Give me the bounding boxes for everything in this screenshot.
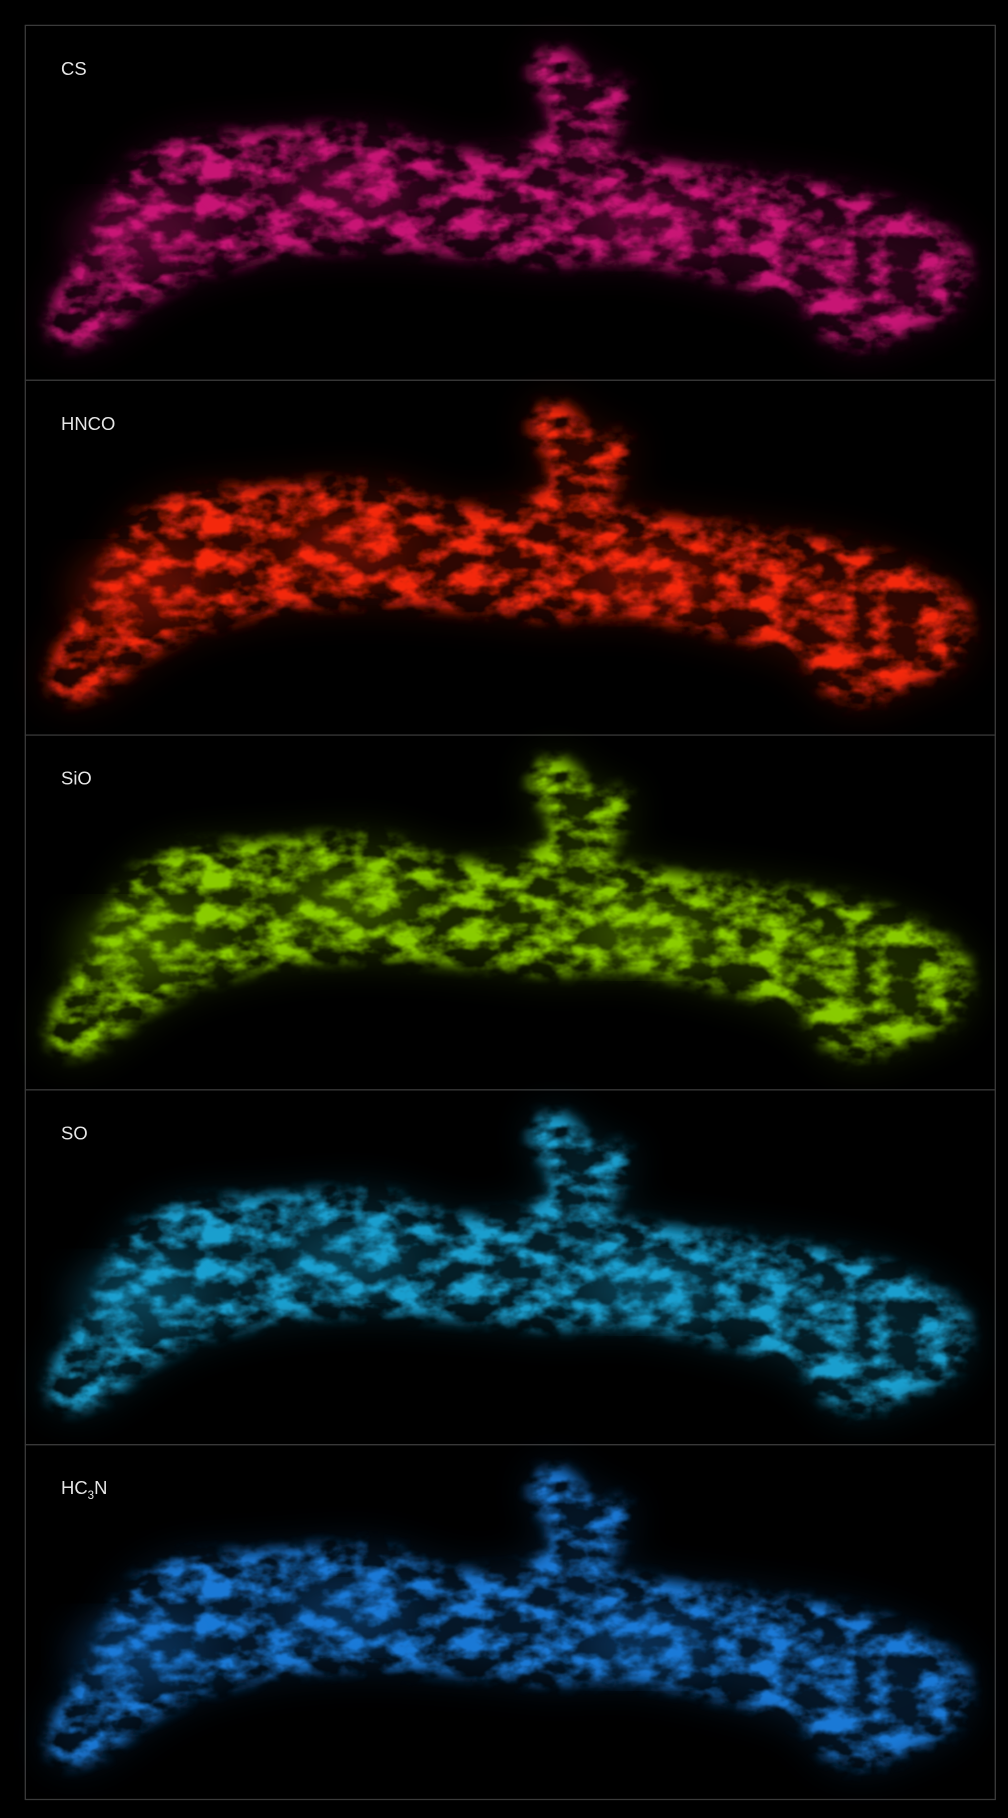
nebula-texture [46, 1467, 970, 1769]
nebula-image [46, 1467, 970, 1769]
label-text: CS [61, 58, 87, 79]
panel-label: CS [61, 58, 87, 79]
nebula-bright [69, 1617, 208, 1687]
nebula-bright [288, 1588, 404, 1647]
panel: HC3N [24, 1444, 996, 1801]
nebula-image [46, 1112, 970, 1414]
nebula-texture [46, 757, 970, 1059]
nebula-bright [69, 198, 208, 268]
nebula-texture [46, 1112, 970, 1414]
nebula-bright [288, 169, 404, 228]
label-text: SO [61, 1122, 88, 1143]
panel-label: HC3N [61, 1477, 107, 1502]
nebula-bright [288, 1233, 404, 1292]
nebula-image [46, 47, 970, 350]
label-subscript: 3 [88, 1490, 94, 1502]
nebula-bright [581, 195, 709, 259]
nebula-bright [581, 550, 709, 614]
panel: SiO [24, 734, 996, 1091]
panel-label: SO [61, 1122, 88, 1143]
label-text: SiO [61, 768, 92, 789]
panel: SO [24, 1089, 996, 1446]
nebula-bright [69, 1262, 208, 1332]
nebula-bright [69, 553, 208, 623]
nebula-bright [288, 524, 404, 582]
label-text-end: N [94, 1477, 107, 1498]
nebula-bright [581, 1259, 709, 1324]
nebula-texture [46, 47, 970, 350]
nebula-texture [46, 402, 970, 704]
label-text: HNCO [61, 413, 115, 434]
nebula-bright [69, 907, 208, 977]
panel: CS [24, 24, 996, 381]
nebula-bright [581, 904, 709, 969]
nebula-bright [581, 1614, 709, 1678]
nebula-image [46, 402, 970, 704]
nebula-bright [288, 879, 404, 937]
panel-label: SiO [61, 768, 92, 789]
panel-label: HNCO [61, 413, 115, 434]
panel-border [24, 1444, 996, 1801]
panel: HNCO [24, 379, 996, 736]
label-text: HC [61, 1477, 88, 1498]
nebula-image [46, 757, 970, 1059]
